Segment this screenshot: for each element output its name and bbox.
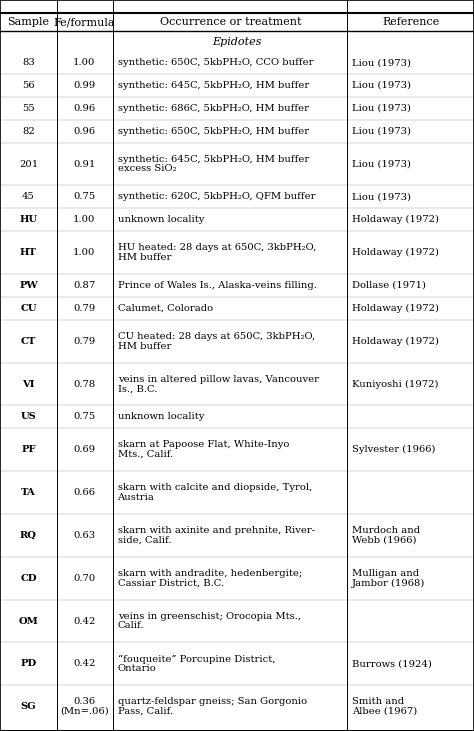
Text: CU heated: 28 days at 650C, 3kbPH₂O,: CU heated: 28 days at 650C, 3kbPH₂O,: [118, 332, 315, 341]
Text: Cassiar District, B.C.: Cassiar District, B.C.: [118, 578, 224, 588]
Text: Dollase (1971): Dollase (1971): [352, 281, 426, 290]
Text: OM: OM: [18, 616, 38, 626]
Text: 0.75: 0.75: [73, 192, 95, 202]
Text: quartz-feldspar gneiss; San Gorgonio: quartz-feldspar gneiss; San Gorgonio: [118, 697, 307, 706]
Text: Liou (1973): Liou (1973): [352, 104, 411, 113]
Text: CU: CU: [20, 304, 36, 313]
Text: Epidotes: Epidotes: [212, 37, 262, 47]
Text: excess SiO₂: excess SiO₂: [118, 164, 176, 173]
Text: HM buffer: HM buffer: [118, 341, 171, 351]
Text: Liou (1973): Liou (1973): [352, 192, 411, 202]
Text: 0.63: 0.63: [73, 531, 95, 540]
Text: Smith and: Smith and: [352, 697, 404, 706]
Text: HT: HT: [20, 248, 37, 257]
Text: 0.75: 0.75: [73, 412, 95, 421]
Text: 0.78: 0.78: [73, 379, 95, 389]
Text: US: US: [20, 412, 36, 421]
Text: synthetic: 645C, 5kbPH₂O, HM buffer: synthetic: 645C, 5kbPH₂O, HM buffer: [118, 155, 309, 164]
Text: 0.66: 0.66: [73, 488, 95, 497]
Text: Murdoch and: Murdoch and: [352, 526, 420, 535]
Text: Webb (1966): Webb (1966): [352, 536, 417, 545]
Text: Prince of Wales Is., Alaska-veins filling.: Prince of Wales Is., Alaska-veins fillin…: [118, 281, 317, 290]
Text: Jambor (1968): Jambor (1968): [352, 578, 426, 588]
Text: Mulligan and: Mulligan and: [352, 569, 419, 577]
Text: Liou (1973): Liou (1973): [352, 58, 411, 67]
Text: Occurrence or treatment: Occurrence or treatment: [160, 18, 302, 27]
Text: VI: VI: [22, 379, 35, 389]
Text: skarn with andradite, hedenbergite;: skarn with andradite, hedenbergite;: [118, 569, 302, 577]
Text: Calumet, Colorado: Calumet, Colorado: [118, 304, 213, 313]
Text: Kuniyoshi (1972): Kuniyoshi (1972): [352, 379, 438, 389]
Text: 0.91: 0.91: [73, 159, 95, 169]
Text: Pass, Calif.: Pass, Calif.: [118, 707, 173, 716]
Text: Holdaway (1972): Holdaway (1972): [352, 248, 439, 257]
Text: 0.69: 0.69: [73, 445, 95, 454]
Text: Holdaway (1972): Holdaway (1972): [352, 215, 439, 224]
Text: 56: 56: [22, 81, 35, 90]
Text: SG: SG: [21, 702, 36, 711]
Text: 1.00: 1.00: [73, 58, 95, 67]
Text: Is., B.C.: Is., B.C.: [118, 385, 157, 393]
Text: TA: TA: [21, 488, 36, 497]
Text: “fouqueite” Porcupine District,: “fouqueite” Porcupine District,: [118, 654, 275, 664]
Text: Liou (1973): Liou (1973): [352, 126, 411, 136]
Text: Holdaway (1972): Holdaway (1972): [352, 304, 439, 313]
Text: RQ: RQ: [20, 531, 37, 540]
Text: Burrows (1924): Burrows (1924): [352, 659, 432, 668]
Text: 82: 82: [22, 126, 35, 136]
Text: PF: PF: [21, 445, 36, 454]
Text: synthetic: 620C, 5kbPH₂O, QFM buffer: synthetic: 620C, 5kbPH₂O, QFM buffer: [118, 192, 315, 202]
Text: Austria: Austria: [118, 493, 155, 502]
Text: Liou (1973): Liou (1973): [352, 81, 411, 90]
Text: HU heated: 28 days at 650C, 3kbPH₂O,: HU heated: 28 days at 650C, 3kbPH₂O,: [118, 243, 316, 252]
Text: 0.36: 0.36: [73, 697, 95, 706]
Text: 83: 83: [22, 58, 35, 67]
Text: side, Calif.: side, Calif.: [118, 536, 171, 545]
Text: Sample: Sample: [8, 18, 49, 27]
Text: 0.96: 0.96: [73, 126, 95, 136]
Text: 1.00: 1.00: [73, 216, 95, 224]
Text: veins in greenschist; Orocopia Mts.,: veins in greenschist; Orocopia Mts.,: [118, 612, 301, 621]
Text: 55: 55: [22, 104, 35, 113]
Text: Sylvester (1966): Sylvester (1966): [352, 445, 436, 454]
Text: skarn with axinite and prehnite, River-: skarn with axinite and prehnite, River-: [118, 526, 315, 535]
Text: skarn at Papoose Flat, White-Inyo: skarn at Papoose Flat, White-Inyo: [118, 440, 289, 450]
Text: Liou (1973): Liou (1973): [352, 159, 411, 169]
Text: PD: PD: [20, 659, 36, 668]
Text: 1.00: 1.00: [73, 248, 95, 257]
Text: Albee (1967): Albee (1967): [352, 707, 418, 716]
Text: PW: PW: [19, 281, 38, 290]
Text: synthetic: 686C, 5kbPH₂O, HM buffer: synthetic: 686C, 5kbPH₂O, HM buffer: [118, 104, 309, 113]
Text: Reference: Reference: [383, 18, 440, 27]
Text: Calif.: Calif.: [118, 621, 144, 630]
Text: synthetic: 645C, 5kbPH₂O, HM buffer: synthetic: 645C, 5kbPH₂O, HM buffer: [118, 81, 309, 90]
Text: CT: CT: [21, 337, 36, 346]
Text: Mts., Calif.: Mts., Calif.: [118, 450, 173, 459]
Text: Ontario: Ontario: [118, 664, 156, 673]
Text: CD: CD: [20, 574, 36, 583]
Text: 45: 45: [22, 192, 35, 202]
Text: 201: 201: [19, 159, 38, 169]
Text: synthetic: 650C, 5kbPH₂O, HM buffer: synthetic: 650C, 5kbPH₂O, HM buffer: [118, 126, 309, 136]
Text: 0.96: 0.96: [73, 104, 95, 113]
Text: 0.99: 0.99: [73, 81, 95, 90]
Text: synthetic: 650C, 5kbPH₂O, CCO buffer: synthetic: 650C, 5kbPH₂O, CCO buffer: [118, 58, 313, 67]
Text: skarn with calcite and diopside, Tyrol,: skarn with calcite and diopside, Tyrol,: [118, 483, 312, 492]
Text: veins in altered pillow lavas, Vancouver: veins in altered pillow lavas, Vancouver: [118, 375, 319, 384]
Text: Fe/formula: Fe/formula: [54, 18, 115, 27]
Text: 0.79: 0.79: [73, 337, 95, 346]
Text: 0.70: 0.70: [73, 574, 95, 583]
Text: 0.42: 0.42: [73, 616, 95, 626]
Text: (Mn=.06): (Mn=.06): [60, 707, 109, 716]
Text: unknown locality: unknown locality: [118, 216, 204, 224]
Text: HU: HU: [19, 216, 37, 224]
Text: 0.79: 0.79: [73, 304, 95, 313]
Text: Holdaway (1972): Holdaway (1972): [352, 337, 439, 346]
Text: 0.42: 0.42: [73, 659, 95, 668]
Text: unknown locality: unknown locality: [118, 412, 204, 421]
Text: HM buffer: HM buffer: [118, 253, 171, 262]
Text: 0.87: 0.87: [73, 281, 95, 290]
